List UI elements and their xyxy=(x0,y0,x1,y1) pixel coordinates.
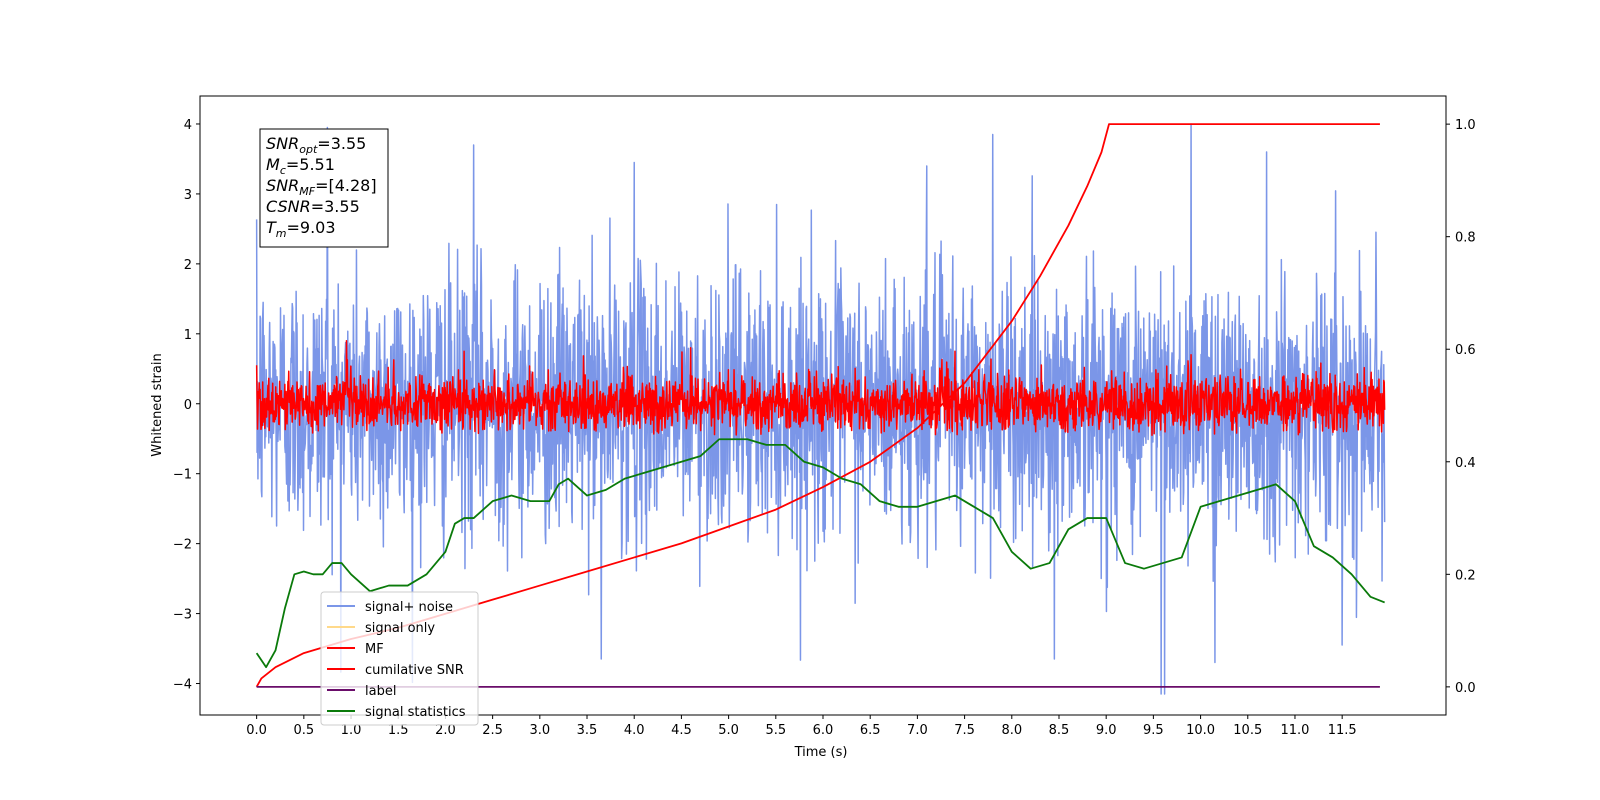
y-tick-label: 1 xyxy=(184,328,192,343)
annotation-value: =[4.28] xyxy=(315,176,377,195)
x-tick-label: 2.0 xyxy=(435,723,456,738)
x-tick-label: 11.5 xyxy=(1328,723,1357,738)
legend-label: cumilative SNR xyxy=(365,663,464,678)
annotation-subscript: MF xyxy=(299,185,315,198)
x-axis-title: Time (s) xyxy=(794,745,848,760)
y-right-tick-label: 0.4 xyxy=(1455,456,1476,471)
annotation-subscript: m xyxy=(276,227,287,240)
y-tick-label: 4 xyxy=(184,118,192,133)
x-tick-label: 8.0 xyxy=(1001,723,1022,738)
x-axis: 0.0 0.5 1.0 1.5 2.0 2.5 3.0 3.5 4.0 4.5 5.0 5.5 6.0 6… xyxy=(246,715,1357,738)
x-tick-label: 1.0 xyxy=(341,723,362,738)
annotation-symbol: CSNR xyxy=(266,197,311,216)
annotation-symbol: T xyxy=(266,218,277,237)
annotation-value: =3.55 xyxy=(317,134,366,153)
y-tick-label: 2 xyxy=(184,258,192,273)
annotation-line: Mc=5.51 xyxy=(266,155,335,177)
annotation-value: =9.03 xyxy=(287,218,336,237)
annotation-frame xyxy=(259,128,389,248)
x-tick-label: 5.5 xyxy=(765,723,786,738)
annotation-line: CSNR=3.55 xyxy=(266,197,360,216)
annotation-symbol: SNR xyxy=(266,176,299,195)
annotation-symbol: SNR xyxy=(266,134,299,153)
x-tick-label: 0.0 xyxy=(246,723,267,738)
x-tick-label: 3.5 xyxy=(577,723,598,738)
y-axis-left: 4 3 2 1 0 −1 −2 −3 −4 xyxy=(173,118,200,693)
annotation-symbol: M xyxy=(266,155,280,174)
y-right-tick-label: 1.0 xyxy=(1455,118,1476,133)
y-tick-label: −4 xyxy=(173,678,192,693)
x-tick-label: 4.0 xyxy=(624,723,645,738)
series-signal-statistics-line xyxy=(255,438,1385,669)
y-right-tick-label: 0.8 xyxy=(1455,231,1476,246)
x-tick-label: 1.5 xyxy=(388,723,409,738)
x-tick-label: 10.0 xyxy=(1186,723,1215,738)
x-tick-label: 9.5 xyxy=(1143,723,1164,738)
legend-label: label xyxy=(365,684,396,699)
y-right-tick-label: 0.2 xyxy=(1455,568,1476,583)
x-tick-label: 6.5 xyxy=(860,723,881,738)
x-tick-label: 3.0 xyxy=(529,723,550,738)
y-tick-label: −3 xyxy=(173,608,192,623)
legend-label: signal statistics xyxy=(365,705,466,720)
legend-frame xyxy=(320,591,479,726)
x-tick-label: 4.5 xyxy=(671,723,692,738)
annotation-subscript: c xyxy=(280,164,286,177)
x-tick-label: 9.0 xyxy=(1096,723,1117,738)
annotation-line: SNRMF=[4.28] xyxy=(266,176,377,198)
x-tick-label: 8.5 xyxy=(1049,723,1070,738)
annotation-value: =3.55 xyxy=(311,197,360,216)
x-tick-label: 7.5 xyxy=(954,723,975,738)
legend-label: signal only xyxy=(365,621,435,636)
legend: signal+ noise signal only MF cumilative SNR… xyxy=(320,591,479,726)
x-tick-label: 7.0 xyxy=(907,723,928,738)
series-mf-line xyxy=(255,340,1386,436)
annotation-subscript: opt xyxy=(299,143,318,156)
y-tick-label: 3 xyxy=(184,188,192,203)
x-tick-label: 0.5 xyxy=(293,723,314,738)
y-axis-right: 1.0 0.8 0.6 0.4 0.2 0.0 xyxy=(1446,118,1476,696)
annotation-line: Tm=9.03 xyxy=(266,218,336,240)
y-axis-title: Whitened strain xyxy=(150,353,165,456)
y-tick-label: −2 xyxy=(173,538,192,553)
x-tick-label: 2.5 xyxy=(482,723,503,738)
x-tick-label: 11.0 xyxy=(1280,723,1309,738)
annotation-value: =5.51 xyxy=(286,155,335,174)
x-tick-label: 6.0 xyxy=(813,723,834,738)
x-tick-label: 10.5 xyxy=(1233,723,1262,738)
legend-label: signal+ noise xyxy=(365,600,453,615)
y-tick-label: 0 xyxy=(184,398,192,413)
x-tick-label: 5.0 xyxy=(718,723,739,738)
annotation-line: SNRopt=3.55 xyxy=(266,134,366,156)
y-tick-label: −1 xyxy=(173,468,192,483)
legend-label: MF xyxy=(365,642,384,657)
y-right-tick-label: 0.0 xyxy=(1455,681,1476,696)
annotation-box: SNRopt=3.55Mc=5.51SNRMF=[4.28]CSNR=3.55T… xyxy=(259,128,389,248)
y-right-tick-label: 0.6 xyxy=(1455,343,1476,358)
